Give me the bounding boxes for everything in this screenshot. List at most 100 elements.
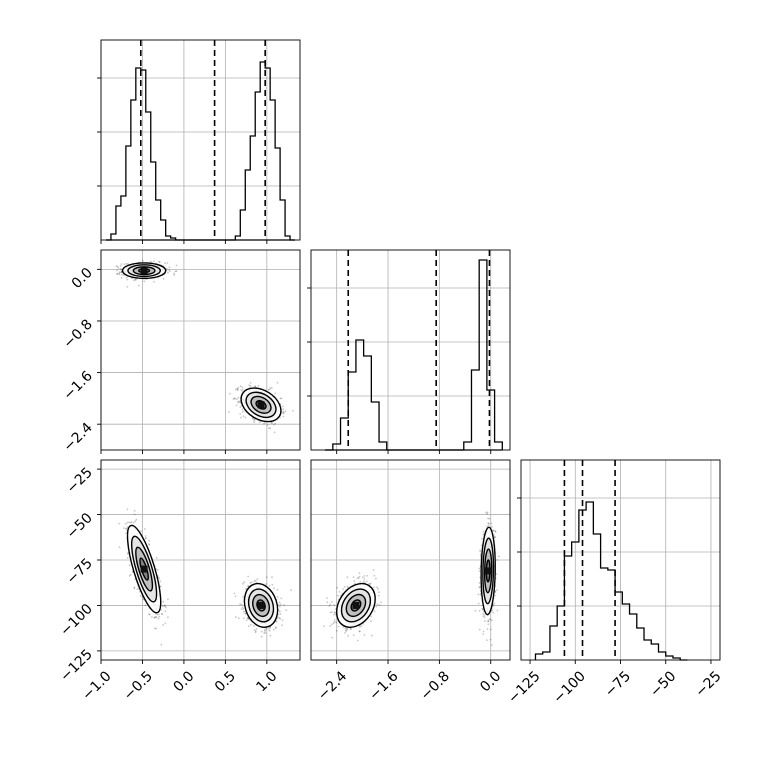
scatter-panel-1-2-point — [482, 615, 485, 618]
scatter-panel-1-2-point — [478, 582, 481, 584]
scatter-panel-0-2-point — [273, 587, 275, 589]
scatter-panel-0-1-point — [173, 274, 176, 276]
scatter-panel-0-2-point — [276, 596, 279, 598]
scatter-panel-1-2-point — [490, 619, 493, 622]
scatter-panel-1-2-point — [494, 591, 497, 594]
scatter-panel-0-2-point — [263, 632, 266, 634]
scatter-panel-0-2-point — [264, 628, 266, 631]
scatter-panel-0-1-density-peak-0 — [140, 267, 148, 275]
scatter-panel-0-2-point — [268, 628, 270, 630]
scatter-panel-0-1-point — [234, 388, 237, 391]
scatter-panel-0-1-point — [149, 260, 152, 263]
scatter-panel-0-2-point — [265, 583, 267, 585]
scatter-panel-0-1-point — [280, 397, 283, 400]
scatter-panel-1-2-point — [365, 580, 368, 583]
scatter-panel-1-2-point — [331, 611, 333, 614]
scatter-panel-0-2-point — [142, 598, 145, 601]
scatter-panel-0-1-point — [237, 401, 240, 404]
scatter-panel-0-2-point — [134, 520, 137, 523]
scatter-panel-0-2-point — [133, 521, 135, 524]
scatter-panel-0-1-point — [252, 417, 254, 420]
scatter-panel-0-2-point — [153, 617, 156, 619]
scatter-panel-0-1-point — [253, 421, 256, 424]
scatter-panel-1-2-point — [330, 623, 333, 626]
scatter-panel-0-2-point — [133, 513, 136, 516]
scatter-panel-0-1-point — [118, 273, 121, 276]
scatter-panel-1-2-point — [373, 574, 376, 577]
scatter-panel-1-2-point — [493, 602, 496, 605]
scatter-panel-0-2-point — [281, 624, 283, 627]
scatter-panel-0-1-point — [125, 262, 128, 265]
hist-panel-0-frame — [100, 39, 301, 241]
scatter-panel-0-1-point — [137, 284, 140, 287]
x-tick-label-2-4: −25 — [692, 668, 724, 700]
scatter-panel-0-2-point — [283, 604, 285, 607]
scatter-panel-1-2-point — [353, 580, 356, 582]
scatter-panel-0-2-point — [157, 617, 160, 620]
scatter-panel-0-1-point — [282, 412, 284, 415]
scatter-panel-0-2-point — [244, 612, 247, 615]
scatter-panel-1-2-point — [479, 585, 481, 588]
scatter-panel-1-2-point — [478, 609, 481, 612]
scatter-panel-1-2-point — [346, 576, 349, 579]
scatter-panel-1-2-point — [344, 632, 346, 634]
scatter-panel-0-1-point — [168, 266, 171, 269]
scatter-panel-1-2-point — [492, 529, 495, 532]
scatter-panel-1-2-point — [478, 570, 481, 572]
scatter-panel-1-2-point — [326, 597, 328, 599]
scatter-panel-0-2-point — [279, 617, 282, 620]
scatter-panel-1-2-point — [328, 605, 331, 608]
scatter-panel-0-1-point — [175, 270, 178, 273]
scatter-panel-0-2-point — [279, 603, 282, 606]
scatter-panel-1-2-point — [363, 575, 366, 577]
scatter-panel-0-2-point — [247, 617, 249, 619]
scatter-panel-0-1-point — [169, 270, 171, 273]
x-tick-label-0-2: 0.0 — [170, 668, 197, 695]
scatter-panel-1-2-point — [345, 630, 347, 632]
scatter-panel-0-1-point — [274, 422, 277, 425]
scatter-panel-0-1-point — [158, 260, 160, 263]
scatter-panel-0-2-point — [271, 583, 274, 586]
scatter-panel-0-2-point — [128, 521, 131, 524]
scatter-panel-0-2-point — [163, 604, 166, 607]
scatter-panel-0-2-point — [260, 635, 263, 638]
scatter-panel-1-2-point — [360, 625, 363, 627]
scatter-panel-0-1-point — [242, 415, 245, 418]
scatter-panel-1-2-point — [479, 553, 482, 555]
scatter-panel-0-1-point — [269, 427, 272, 430]
scatter-panel-0-2-point — [278, 616, 281, 619]
scatter-panel-0-2-point — [118, 546, 121, 549]
y-tick-label-2-2: −75 — [64, 556, 96, 588]
scatter-panel-0-2-point — [160, 613, 163, 615]
scatter-panel-0-2-point — [125, 532, 127, 535]
scatter-panel-1-2-point — [359, 581, 362, 583]
scatter-panel-0-2-point — [276, 617, 279, 620]
scatter-panel-0-1-point — [229, 392, 231, 395]
scatter-panel-1-2-point — [331, 636, 334, 639]
scatter-panel-0-1-point — [173, 272, 175, 275]
scatter-panel-0-2-point — [281, 619, 284, 621]
scatter-panel-1-2-point — [335, 629, 338, 632]
scatter-panel-1-2-point — [494, 530, 497, 533]
scatter-panel-0-1-point — [254, 418, 256, 421]
scatter-panel-0-1-point — [236, 389, 239, 392]
y-tick-label-2-1: −100 — [57, 601, 96, 640]
scatter-panel-1-2-point — [375, 577, 377, 580]
scatter-panel-1-2-point — [358, 575, 361, 578]
scatter-panel-1-2-point — [494, 590, 497, 592]
scatter-panel-0-2-point — [252, 625, 255, 627]
scatter-panel-0-1-point — [258, 421, 261, 424]
scatter-panel-1-2-point — [481, 537, 483, 540]
scatter-panel-1-2-point — [377, 588, 379, 590]
scatter-panel-1-2-point — [354, 582, 356, 585]
scatter-panel-1-2-point — [361, 576, 364, 579]
scatter-panel-1-2-point — [378, 591, 380, 594]
scatter-panel-0-2-point — [164, 610, 167, 613]
scatter-panel-1-2-point — [496, 609, 499, 612]
scatter-panel-1-2-point — [496, 559, 499, 561]
scatter-panel-1-2-point — [363, 577, 366, 580]
scatter-panel-0-2-point — [144, 604, 147, 607]
scatter-panel-1-2-point — [357, 577, 360, 579]
scatter-panel-0-1-point — [115, 265, 118, 268]
